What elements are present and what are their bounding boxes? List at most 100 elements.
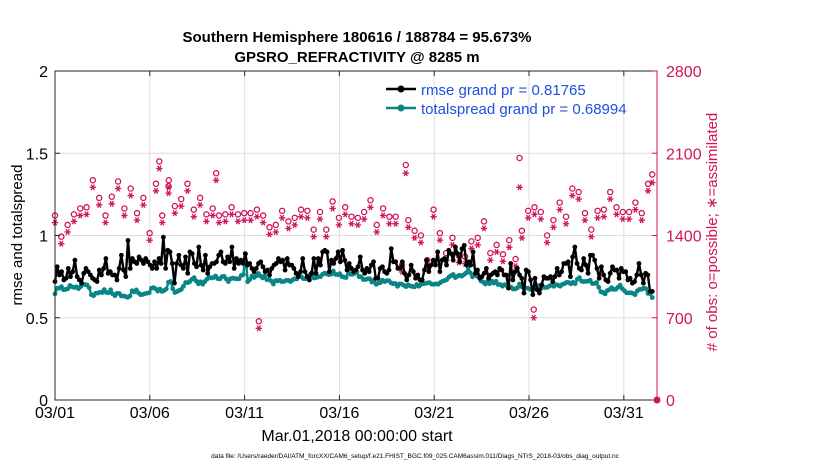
- assimilated-count-marker: [499, 258, 507, 265]
- rmse-point: [550, 279, 556, 284]
- assimilated-marker-stroke: [406, 224, 411, 231]
- possible-count-marker: [266, 224, 273, 231]
- possible-count-marker: [272, 221, 280, 229]
- assimilated-marker-stroke: [538, 215, 543, 223]
- legend-marker-totalspread: [397, 104, 405, 112]
- rmse-point: [70, 269, 76, 275]
- rmse-point: [430, 257, 436, 263]
- assimilated-marker-stroke: [216, 219, 222, 226]
- possible-count-marker: [649, 171, 656, 178]
- rmse-point: [103, 256, 109, 261]
- assimilated-count-marker: [234, 218, 242, 225]
- assimilated-marker-stroke: [500, 258, 506, 265]
- obs-count-markers: [51, 154, 661, 404]
- rmse-point: [470, 249, 476, 255]
- assimilated-marker-stroke: [78, 212, 83, 219]
- possible-count-marker: [493, 241, 500, 249]
- rmse-point: [280, 257, 286, 263]
- rmse-point: [101, 266, 107, 271]
- assimilated-marker-stroke: [544, 239, 550, 246]
- rmse-point: [441, 256, 447, 261]
- rmse-point: [134, 261, 140, 266]
- totalspread-point: [617, 282, 623, 288]
- rmse-point: [594, 266, 600, 271]
- rmse-point: [399, 259, 405, 265]
- rmse-point: [81, 270, 87, 276]
- assimilated-marker-stroke: [507, 244, 512, 251]
- assimilated-marker-stroke: [620, 215, 625, 223]
- rmse-point: [54, 264, 60, 270]
- assimilated-count-marker: [121, 212, 128, 219]
- rmse-point: [333, 256, 339, 261]
- possible-count-marker: [121, 205, 128, 212]
- totalspread-point: [643, 286, 649, 292]
- assimilated-marker-stroke: [393, 220, 398, 227]
- totalspread-point: [170, 286, 176, 292]
- assimilated-count-marker: [304, 214, 311, 221]
- assimilated-marker-stroke: [418, 239, 424, 246]
- y-tick-label-right: 0: [666, 393, 675, 410]
- rmse-point: [393, 259, 399, 265]
- possible-count-marker: [480, 218, 488, 225]
- assimilated-marker-stroke: [488, 257, 493, 264]
- rmse-point: [318, 262, 323, 268]
- possible-count-marker: [575, 188, 582, 196]
- possible-count-marker: [76, 205, 84, 212]
- rmse-point: [596, 275, 602, 281]
- assimilated-marker-stroke: [166, 184, 171, 191]
- rmse-point: [355, 264, 361, 270]
- possible-count-marker: [506, 236, 513, 244]
- y-tick-label-left: 2: [39, 64, 48, 81]
- rmse-point: [601, 272, 606, 278]
- data-file-footnote: data file: /Users/raeder/DAI/ATM_forcXX/…: [211, 453, 620, 460]
- assimilated-count-marker: [594, 214, 601, 221]
- assimilated-marker-stroke: [172, 210, 178, 217]
- assimilated-marker-stroke: [317, 215, 323, 223]
- possible-count-marker: [367, 196, 374, 204]
- totalspread-point: [632, 292, 638, 298]
- chart-title: Southern Hemisphere 180616 / 188784 = 95…: [183, 29, 532, 46]
- assimilated-count-marker: [83, 211, 90, 218]
- rmse-point: [495, 272, 500, 278]
- assimilated-count-marker: [127, 192, 134, 199]
- assimilated-marker-stroke: [601, 213, 607, 220]
- assimilated-marker-stroke: [380, 212, 386, 219]
- possible-count-marker: [638, 209, 645, 217]
- assimilated-marker-stroke: [267, 231, 272, 238]
- totalspread-point: [191, 275, 197, 281]
- possible-count-marker: [171, 202, 179, 210]
- rmse-point: [163, 266, 169, 271]
- assimilated-marker-stroke: [59, 240, 64, 247]
- rmse-point: [508, 261, 514, 266]
- assimilated-count-marker: [575, 195, 582, 203]
- assimilated-marker-stroke: [633, 206, 638, 213]
- rmse-point: [627, 275, 633, 281]
- possible-count-marker: [386, 213, 393, 220]
- rmse-point: [437, 269, 443, 275]
- possible-count-marker: [241, 209, 248, 217]
- y-tick-label-right: 2100: [666, 146, 702, 163]
- assimilated-count-marker: [392, 220, 399, 227]
- rmse-point: [141, 261, 146, 266]
- rmse-point: [506, 285, 511, 291]
- possible-count-marker: [606, 188, 614, 196]
- rmse-point: [218, 249, 224, 255]
- assimilated-marker-stroke: [204, 218, 209, 225]
- rmse-point: [645, 272, 651, 278]
- possible-count-marker: [644, 180, 652, 188]
- rmse-point: [185, 270, 191, 276]
- assimilated-marker-stroke: [639, 217, 644, 224]
- rmse-point: [444, 262, 449, 268]
- assimilated-marker-stroke: [517, 184, 522, 191]
- assimilated-count-marker: [253, 213, 261, 220]
- rmse-point: [568, 274, 573, 280]
- possible-count-marker: [341, 204, 349, 211]
- rmse-point: [242, 251, 248, 256]
- rmse-point: [118, 252, 124, 258]
- rmse-point: [315, 256, 321, 261]
- possible-count-marker: [537, 208, 545, 216]
- assimilated-count-marker: [417, 239, 425, 246]
- possible-count-marker: [373, 221, 381, 229]
- rmse-point: [510, 277, 516, 283]
- assimilated-marker-stroke: [292, 221, 297, 229]
